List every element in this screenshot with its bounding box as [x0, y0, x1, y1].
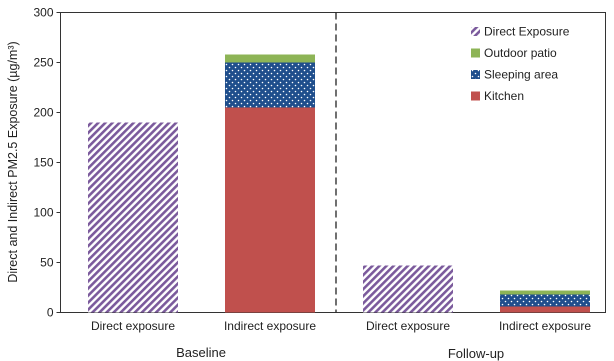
y-axis-title: Direct and Indirect PM2.5 Exposure (µg/m…: [6, 41, 20, 282]
legend-swatch: [471, 48, 480, 58]
legend-swatch: [471, 27, 480, 36]
x-category-label: Direct exposure: [366, 319, 450, 333]
x-group-label: Follow-up: [448, 346, 504, 361]
legend-swatch: [471, 91, 480, 101]
bar-segment-sleeping-area: [500, 294, 590, 307]
y-tick-label: 200: [33, 106, 53, 120]
bars-layer: [88, 54, 590, 313]
legend-label: Sleeping area: [484, 68, 558, 82]
x-axis: Direct exposure Indirect exposure Direct e…: [91, 319, 591, 361]
y-tick-label: 250: [33, 56, 53, 70]
legend-label: Direct Exposure: [484, 25, 570, 39]
bar-segment-kitchen: [225, 107, 315, 313]
legend-swatch: [471, 70, 480, 79]
y-tick-label: 150: [33, 156, 53, 170]
y-tick-label: 300: [33, 6, 53, 20]
legend-label: Kitchen: [484, 89, 524, 103]
y-tick-label: 100: [33, 206, 53, 220]
bar-segment-direct-exposure: [363, 265, 453, 313]
y-tick-label: 0: [47, 306, 54, 320]
bar-segment-sleeping-area: [225, 62, 315, 108]
x-group-label: Baseline: [176, 345, 226, 360]
bar-segment-kitchen: [500, 306, 590, 313]
x-category-label: Indirect exposure: [499, 319, 591, 333]
x-category-label: Direct exposure: [91, 319, 175, 333]
bar-segment-outdoor-patio: [500, 290, 590, 295]
y-tick-label: 50: [40, 256, 54, 270]
x-category-label: Indirect exposure: [224, 319, 316, 333]
bar-segment-outdoor-patio: [225, 54, 315, 63]
y-axis: 0 50 100 150 200 250 300: [33, 6, 61, 320]
legend-label: Outdoor patio: [484, 46, 557, 60]
legend: Direct Exposure Outdoor patio Sleeping are…: [471, 25, 570, 103]
bar-segment-direct-exposure: [88, 122, 178, 313]
